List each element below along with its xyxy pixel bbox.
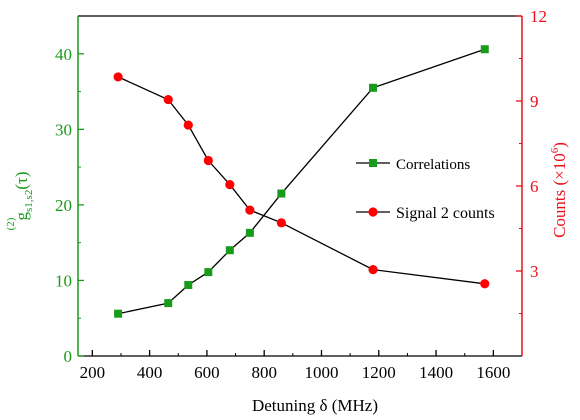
series-layer — [113, 45, 490, 318]
right-tick-label: 6 — [530, 177, 539, 196]
left-tick-label: 30 — [55, 120, 72, 139]
data-point-circle — [480, 279, 490, 289]
legend-label: Correlations — [396, 157, 470, 173]
right-y-axis-label-main: Counts (×10 — [550, 153, 569, 238]
data-point-circle — [225, 179, 235, 190]
legend: Correlations Signal 2 counts — [356, 157, 495, 222]
x-tick-label: 1200 — [362, 363, 396, 382]
series-line-2 — [117, 76, 485, 285]
left-y-axis-label-tail: (τ) — [12, 172, 31, 190]
left-tick-label: 10 — [55, 271, 72, 290]
left-y-axis: 0 10 20 30 40 — [55, 16, 84, 366]
data-point-circle — [245, 205, 255, 215]
data-point-circle — [203, 155, 213, 166]
right-tick-label: 3 — [530, 262, 539, 281]
x-tick-label: 600 — [194, 363, 220, 382]
data-point-circle — [163, 94, 173, 105]
data-point-circle — [113, 72, 123, 82]
x-tick-label: 800 — [251, 363, 277, 382]
left-tick-label: 0 — [64, 347, 73, 366]
series-line-1 — [117, 48, 486, 315]
data-point-square — [225, 246, 234, 255]
left-tick-label: 20 — [55, 196, 72, 215]
left-y-axis-label-main: g — [12, 211, 31, 220]
plot-frame-layer — [78, 15, 522, 357]
legend-label: Signal 2 counts — [396, 205, 495, 222]
right-tick-label: 12 — [530, 7, 547, 26]
x-tick-label: 1000 — [304, 363, 338, 382]
left-y-axis-label: gs1,s2(τ) — [12, 172, 35, 221]
data-point-circle — [183, 120, 193, 130]
data-point-circle — [276, 218, 286, 228]
legend-marker-square — [369, 159, 377, 167]
right-y-axis-label: Counts (×106) — [549, 142, 569, 238]
x-tick-label: 1600 — [476, 363, 510, 382]
x-tick-label: 400 — [137, 363, 163, 382]
x-tick-label: 1400 — [419, 363, 453, 382]
left-y-axis-label-sup: (2) — [5, 217, 17, 230]
data-point-square — [277, 189, 286, 198]
right-y-axis: 3 6 9 12 — [516, 7, 547, 356]
data-point-square — [114, 309, 123, 318]
x-axis-label: Detuning δ (MHz) — [252, 396, 378, 415]
right-y-axis-label-tail: ) — [550, 142, 569, 148]
data-point-square — [480, 45, 489, 54]
data-point-square — [164, 299, 173, 308]
data-point-square — [245, 228, 254, 237]
left-tick-label: 40 — [55, 45, 72, 64]
right-tick-label: 9 — [530, 92, 539, 111]
x-tick-label: 200 — [80, 363, 106, 382]
data-point-square — [204, 268, 213, 277]
data-point-square — [369, 83, 378, 92]
left-y-axis-label-sub: s1,s2 — [23, 190, 35, 212]
x-axis: 200 400 600 800 1000 1200 1400 1600 — [80, 350, 510, 382]
legend-marker-circle — [368, 207, 378, 217]
data-point-circle — [368, 264, 378, 275]
right-y-axis-label-sup: 6 — [549, 147, 561, 153]
data-point-square — [184, 280, 193, 289]
